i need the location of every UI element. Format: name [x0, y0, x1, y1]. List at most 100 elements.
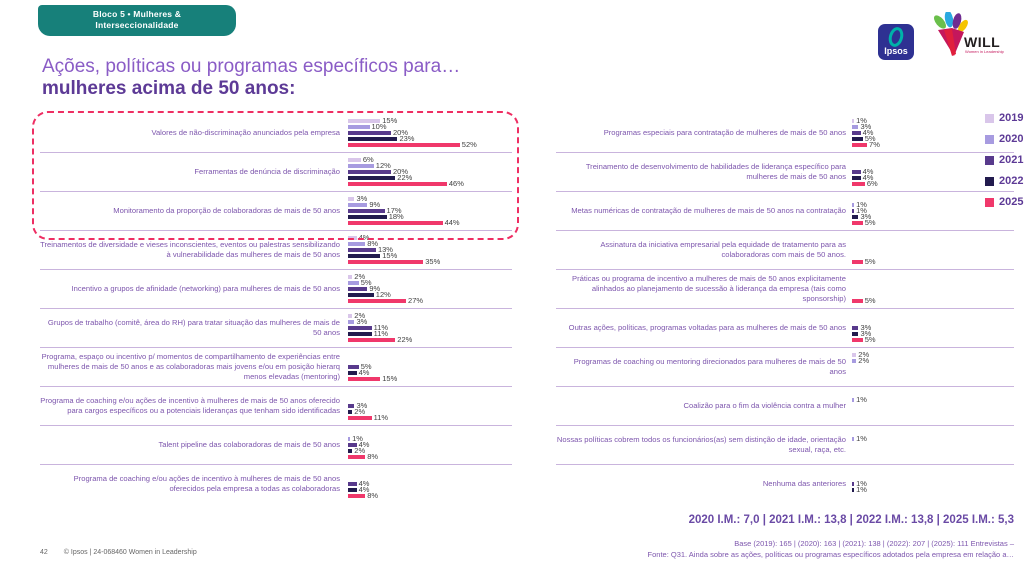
- chart-group-bars: 1% 3% 4% 5% 7%: [852, 116, 1014, 148]
- bar-slot-2020: 3%: [348, 318, 512, 325]
- bar-slot-2022: 18%: [348, 213, 512, 220]
- bar-value-label: 11%: [373, 323, 389, 333]
- footer: 42 © Ipsos | 24-068460 Women in Leadersh…: [40, 549, 197, 556]
- chart-group: Incentivo a grupos de afinidade (network…: [40, 270, 512, 309]
- chart-group: Programas especiais para contratação de …: [556, 114, 1014, 153]
- bar-value-label: 1%: [856, 485, 867, 495]
- chart-group-label: Talent pipeline das colaboradoras de mai…: [158, 440, 340, 450]
- chart-group-bars: 1% 4% 2% 8%: [348, 430, 512, 460]
- chart-group-label: Grupos de trabalho (comitê, área do RH) …: [47, 318, 340, 337]
- bar-slot-2019: 3%: [348, 194, 512, 204]
- bar-value-label: 46%: [448, 179, 464, 189]
- legend-swatch: [985, 176, 994, 186]
- bar-2022: [348, 448, 353, 454]
- legend-item-2019: 2019: [985, 112, 1023, 124]
- bar-slot-2020: 3%: [852, 123, 1014, 130]
- bar-2022: [852, 331, 859, 337]
- bar-value-label: 13%: [377, 245, 393, 255]
- bar-2022: [852, 175, 861, 181]
- bar-slot-2022: 23%: [348, 135, 512, 142]
- bar-2022: [852, 136, 863, 142]
- chart-group-bars: 5% 4% 15%: [348, 352, 512, 382]
- legend-swatch: [985, 134, 994, 144]
- bar-2021: [852, 325, 859, 331]
- bar-2021: [348, 442, 357, 448]
- bar-slot-2025: 52%: [348, 140, 512, 150]
- bar-2020: [348, 319, 355, 325]
- bar-slot-2021: 20%: [348, 129, 512, 136]
- bar-slot-2025: 35%: [348, 258, 512, 265]
- bar-2019: [348, 157, 361, 163]
- bar-2022: [348, 370, 357, 376]
- bar-2025: [348, 142, 460, 148]
- bar-value-label: 15%: [382, 116, 398, 126]
- bar-value-label: 12%: [375, 290, 391, 300]
- bar-slot-2020: 1%: [852, 435, 1014, 442]
- bar-value-label: 17%: [386, 206, 402, 216]
- bar-2022: [852, 487, 855, 493]
- bar-value-label: 44%: [444, 218, 460, 228]
- bar-value-label: 3%: [356, 194, 368, 204]
- bar-2022: [852, 214, 859, 220]
- bar-value-label: 4%: [358, 440, 370, 450]
- chart-group-label: Treinamento de desenvolvimento de habili…: [585, 162, 846, 181]
- chart-group-bars: 6% 12% 20% 22% 46%: [348, 156, 512, 189]
- bar-2020: [348, 124, 370, 130]
- bar-value-label: 1%: [856, 206, 867, 216]
- bar-slot-2025: 8%: [348, 491, 512, 501]
- chart-group-bars: 2% 2%: [852, 351, 1014, 382]
- chart-group-bars: 15% 10% 20% 23% 52%: [348, 116, 512, 150]
- bar-2025: [348, 415, 372, 421]
- bar-value-label: 4%: [358, 479, 370, 489]
- bar-2020: [852, 397, 855, 403]
- chart-group: Monitoramento da proporção de colaborado…: [40, 192, 512, 231]
- bar-2021: [852, 208, 855, 214]
- bar-slot-2021: 4%: [852, 129, 1014, 136]
- chart-group: Treinamentos de diversidade e vieses inc…: [40, 231, 512, 270]
- chart-group: Assinatura da iniciativa empresarial pel…: [556, 231, 1014, 270]
- bar-slot-2021: 17%: [348, 206, 512, 216]
- chart-group-label: Práticas ou programa de incentivo a mulh…: [572, 274, 846, 303]
- bar-value-label: 2%: [354, 272, 366, 282]
- bar-slot-2025: [852, 415, 1014, 421]
- bar-value-label: 8%: [367, 239, 379, 249]
- bar-value-label: 4%: [862, 167, 874, 177]
- bar-2020: [852, 358, 857, 364]
- chart-group-bars: 4% 4% 8%: [348, 469, 512, 499]
- legend-label: 2021: [999, 154, 1024, 166]
- chart-column-right: Programas especiais para contratação de …: [556, 114, 1014, 503]
- bar-slot-2025: [852, 454, 1014, 460]
- bar-slot-2022: 12%: [348, 290, 512, 300]
- bar-value-label: 3%: [860, 212, 872, 222]
- chart-group: Grupos de trabalho (comitê, área do RH) …: [40, 309, 512, 348]
- bar-2021: [852, 169, 861, 175]
- bar-2021: [348, 286, 368, 292]
- fonte-line: Fonte: Q31. Ainda sobre as ações, políti…: [647, 550, 1014, 560]
- bar-2020: [348, 436, 351, 442]
- bar-2020: [348, 241, 366, 247]
- bar-slot-2020: 10%: [348, 123, 512, 130]
- chart-group: Talent pipeline das colaboradoras de mai…: [40, 426, 512, 465]
- bar-value-label: 11%: [373, 413, 389, 423]
- will-logo: WILL Women in Leadership: [930, 12, 1008, 62]
- bar-2021: [348, 403, 355, 409]
- bar-value-label: 2%: [354, 311, 366, 321]
- chart-group-bars: 4% 4% 6%: [852, 157, 1014, 187]
- legend-swatch: [985, 197, 994, 207]
- bar-slot-2021: 1%: [852, 480, 1014, 487]
- bar-2019: [348, 235, 357, 241]
- bar-value-label: 52%: [461, 140, 477, 150]
- chart-group-label: Valores de não-discriminação anunciados …: [151, 128, 340, 138]
- chart-group-bars: 2% 5% 9% 12% 27%: [348, 272, 512, 304]
- bar-value-label: 8%: [367, 491, 379, 501]
- legend-item-2025: 2025: [985, 196, 1023, 208]
- bar-slot-2022: 11%: [348, 330, 512, 337]
- bar-value-label: 2%: [354, 446, 366, 456]
- legend-swatch: [985, 113, 994, 123]
- chart-group: Programas de coaching ou mentoring direc…: [556, 348, 1014, 387]
- chart-group-label: Outras ações, políticas, programas volta…: [568, 323, 846, 333]
- bar-value-label: 1%: [856, 116, 867, 126]
- bar-slot-2020: 1%: [852, 201, 1014, 208]
- svg-text:Ipsos: Ipsos: [884, 46, 908, 56]
- bar-slot-2022: 4%: [348, 369, 512, 376]
